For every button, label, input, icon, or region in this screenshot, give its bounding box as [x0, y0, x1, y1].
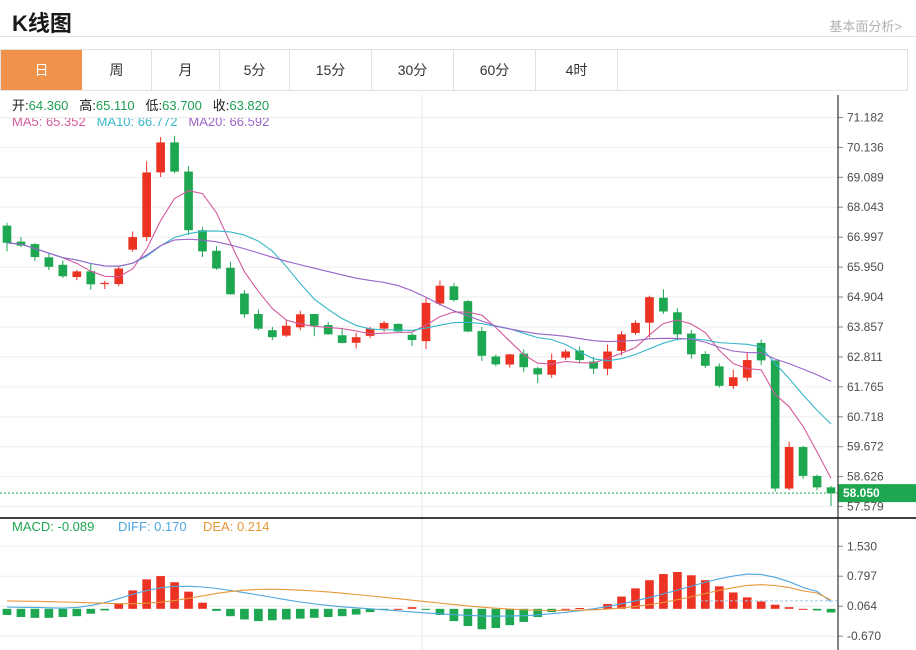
svg-text:58.626: 58.626	[847, 470, 884, 484]
svg-text:0.797: 0.797	[847, 569, 877, 583]
svg-text:70.136: 70.136	[847, 140, 884, 154]
svg-text:59.672: 59.672	[847, 440, 884, 454]
svg-text:65.950: 65.950	[847, 260, 884, 274]
svg-text:1.530: 1.530	[847, 539, 877, 553]
svg-text:68.043: 68.043	[847, 200, 884, 214]
svg-text:63.857: 63.857	[847, 320, 884, 334]
svg-text:69.089: 69.089	[847, 170, 884, 184]
svg-text:MACD: -0.089: MACD: -0.089	[12, 519, 94, 534]
svg-text:62.811: 62.811	[847, 350, 883, 364]
svg-text:61.765: 61.765	[847, 380, 884, 394]
svg-text:71.182: 71.182	[847, 110, 884, 124]
svg-text:0.064: 0.064	[847, 599, 877, 613]
svg-text:-0.670: -0.670	[847, 629, 881, 643]
svg-text:60.718: 60.718	[847, 410, 884, 424]
svg-text:DEA: 0.214: DEA: 0.214	[203, 519, 270, 534]
svg-text:58.050: 58.050	[843, 486, 880, 500]
svg-text:64.904: 64.904	[847, 290, 884, 304]
svg-text:DIFF: 0.170: DIFF: 0.170	[118, 519, 187, 534]
svg-text:66.997: 66.997	[847, 230, 884, 244]
